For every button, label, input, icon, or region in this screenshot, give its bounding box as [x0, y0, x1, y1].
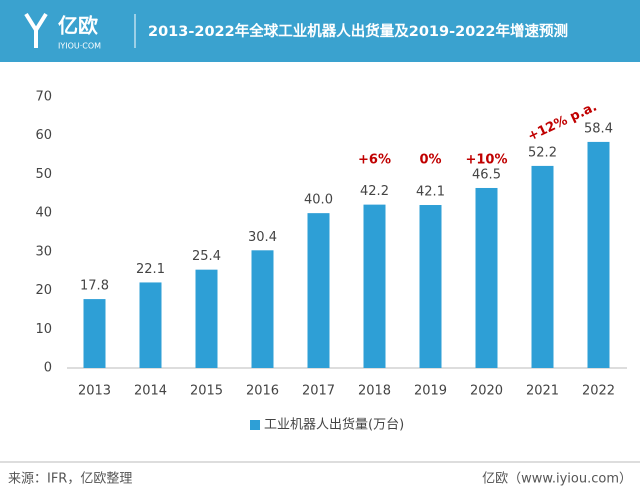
x-tick-label: 2020 — [470, 384, 503, 399]
growth-label: 0% — [419, 153, 441, 168]
chart-title: 2013-2022年全球工业机器人出货量及2019-2022年增速预测 — [148, 22, 568, 40]
value-label: 30.4 — [248, 230, 277, 245]
y-tick-label: 40 — [35, 206, 52, 221]
value-label: 40.0 — [304, 193, 333, 208]
x-tick-label: 2016 — [246, 384, 279, 399]
x-tick-label: 2022 — [582, 384, 615, 399]
bar — [531, 165, 554, 368]
logo-icon — [24, 12, 48, 48]
x-tick-label: 2013 — [78, 384, 111, 399]
bar — [419, 205, 442, 368]
growth-label: +10% — [465, 153, 507, 168]
value-label: 25.4 — [192, 249, 221, 264]
value-label: 42.1 — [416, 185, 445, 200]
legend-label: 工业机器人出货量(万台) — [264, 417, 404, 433]
logo-text: 亿欧 — [58, 14, 98, 38]
value-label: 17.8 — [80, 279, 109, 294]
value-label: 22.1 — [136, 262, 165, 277]
legend-swatch — [250, 420, 260, 430]
x-tick-label: 2018 — [358, 384, 391, 399]
bar — [587, 141, 610, 368]
header-bar — [0, 0, 640, 62]
footer-credit: 亿欧（www.iyiou.com） — [482, 472, 632, 487]
bar — [139, 282, 162, 368]
y-tick-label: 10 — [35, 322, 52, 337]
y-tick-label: 20 — [35, 283, 52, 298]
y-tick-label: 30 — [35, 244, 52, 259]
x-tick-label: 2017 — [302, 384, 335, 399]
x-tick-label: 2015 — [190, 384, 223, 399]
value-label: 42.2 — [360, 184, 389, 199]
value-label: 46.5 — [472, 167, 501, 182]
logo-subtext: IYIOU·COM — [58, 42, 101, 51]
y-tick-label: 70 — [35, 90, 52, 105]
value-label: 58.4 — [584, 121, 613, 136]
y-tick-label: 60 — [35, 128, 52, 143]
x-tick-label: 2019 — [414, 384, 447, 399]
footer-source: 来源：IFR，亿欧整理 — [8, 472, 132, 487]
growth-label: +6% — [358, 153, 391, 168]
y-tick-label: 0 — [44, 361, 52, 376]
value-label: 52.2 — [528, 145, 557, 160]
bar — [363, 204, 386, 368]
x-tick-label: 2014 — [134, 384, 167, 399]
y-tick-label: 50 — [35, 167, 52, 182]
bar — [83, 299, 106, 368]
bar — [475, 187, 498, 368]
bar — [195, 269, 218, 368]
bar — [251, 250, 274, 368]
x-tick-label: 2021 — [526, 384, 559, 399]
bar — [307, 213, 330, 368]
